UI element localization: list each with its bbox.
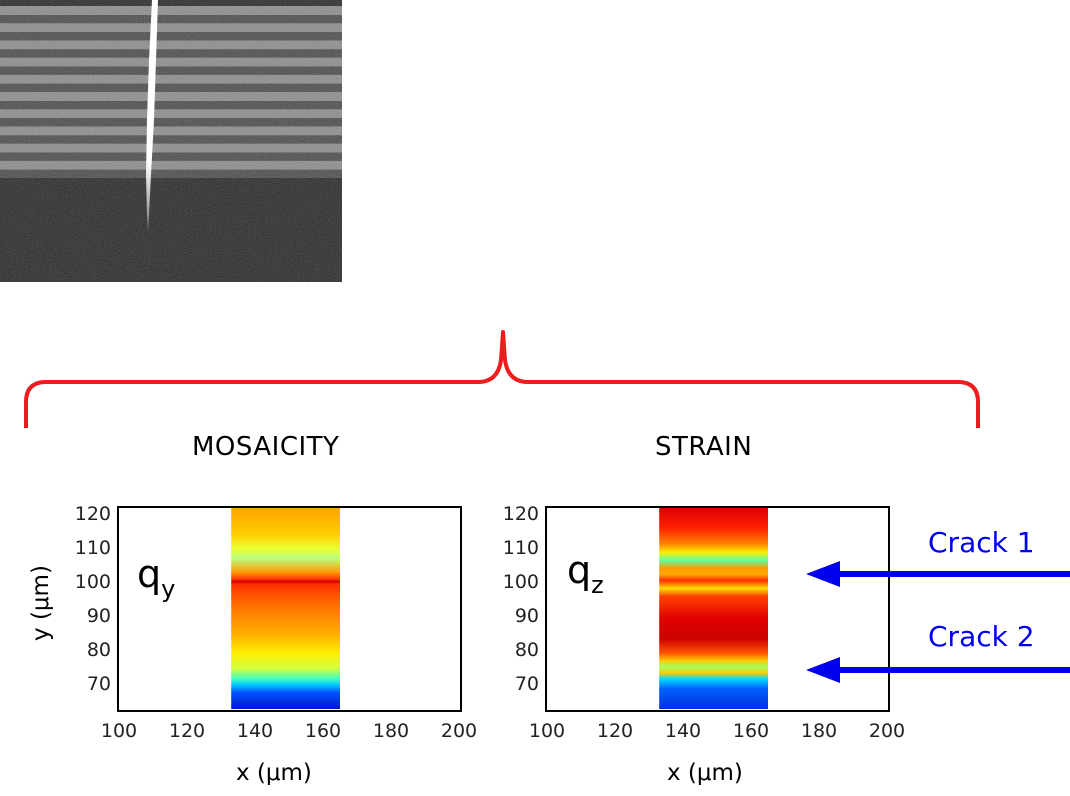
scale-bar-label: 500 nm [578, 238, 654, 259]
x-tick-label: 160 [304, 720, 342, 742]
y-tick-label: 120 [502, 502, 539, 525]
y-tick-label: 70 [514, 673, 539, 696]
y-tick-label: 90 [86, 605, 111, 628]
y-tick-label: 90 [514, 605, 539, 628]
crack-1-label: Crack 1 [928, 526, 1035, 559]
crack-line [146, 0, 158, 232]
x-tick-label: 160 [732, 720, 770, 742]
x-tick-label: 100 [100, 720, 138, 742]
curly-brace [24, 330, 980, 428]
crack-2-arrow [806, 657, 1070, 683]
y-tick-label: 70 [86, 673, 111, 696]
strain-title: STRAIN [655, 432, 753, 462]
x-tick-label: 140 [236, 720, 274, 742]
mosaicity-map [231, 508, 340, 709]
mosaicity-plot: qy [117, 506, 462, 712]
x-tick-label: 200 [868, 720, 906, 742]
sem-image [0, 0, 342, 282]
qz-label: qz [567, 548, 604, 599]
y-tick-label: 110 [502, 536, 539, 559]
y-tick-label: 80 [86, 639, 111, 662]
crack-2-label: Crack 2 [928, 620, 1035, 653]
y-tick-label: 80 [514, 639, 539, 662]
x-tick-label: 100 [528, 720, 566, 742]
x-tick-label: 180 [372, 720, 410, 742]
mosaicity-y-axis-title: y (μm) [28, 565, 54, 641]
sem-micrograph [0, 0, 342, 282]
x-tick-label: 120 [596, 720, 634, 742]
qy-label: qy [137, 552, 176, 603]
x-tick-label: 180 [800, 720, 838, 742]
scale-bar [573, 265, 668, 269]
strain-x-axis-title: x (μm) [667, 760, 743, 786]
strain-heatmap [659, 508, 768, 709]
x-tick-label: 120 [168, 720, 206, 742]
x-tick-label: 200 [440, 720, 478, 742]
y-tick-label: 120 [74, 502, 111, 525]
crack-1-arrow [806, 561, 1070, 587]
y-tick-label: 100 [74, 570, 111, 593]
strain-map [659, 508, 768, 709]
mosaicity-title: MOSAICITY [192, 432, 340, 462]
mosaicity-x-axis-title: x (μm) [236, 760, 312, 786]
y-tick-label: 100 [502, 570, 539, 593]
crack-arrows [806, 561, 1070, 683]
x-tick-label: 140 [664, 720, 702, 742]
mosaicity-heatmap [231, 508, 340, 709]
y-tick-label: 110 [74, 536, 111, 559]
